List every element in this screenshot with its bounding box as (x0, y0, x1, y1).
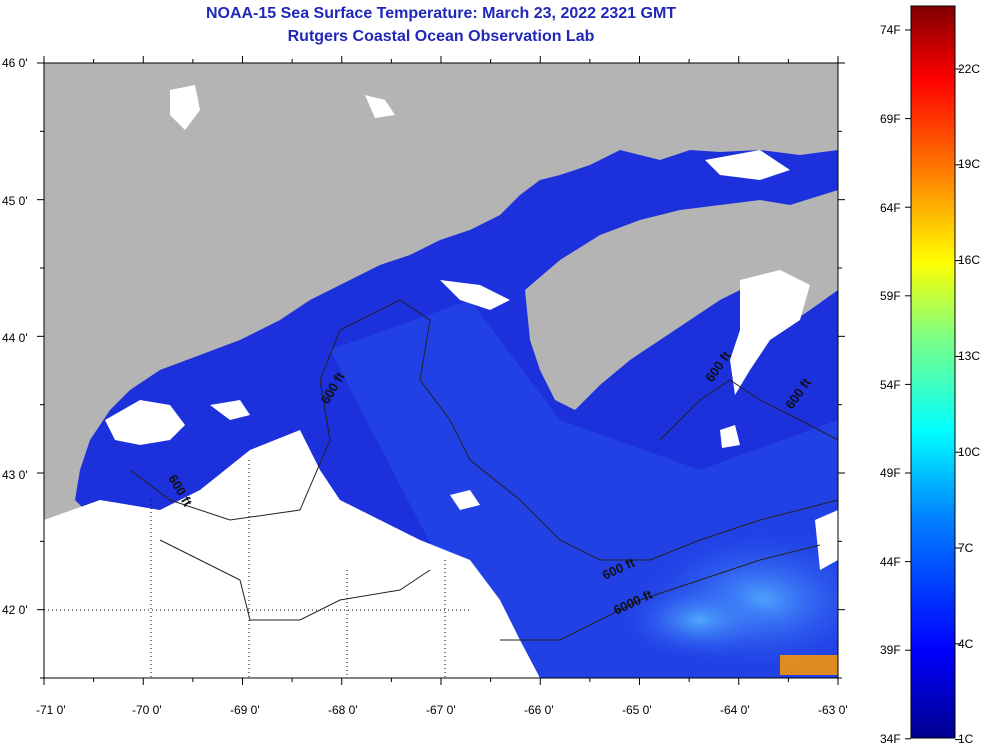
lat-label: 42 0' (2, 603, 28, 617)
colorbar-c-label: 16C (958, 253, 980, 267)
colorbar-f-label: 44F (880, 555, 901, 569)
lon-label: -68 0' (328, 703, 358, 717)
lon-label: -63 0' (818, 703, 848, 717)
colorbar-f-label: 39F (880, 643, 901, 657)
lon-label: -67 0' (426, 703, 456, 717)
colorbar-c-label: 10C (958, 445, 980, 459)
warm-edge (780, 655, 838, 675)
lon-label: -64 0' (720, 703, 750, 717)
colorbar-f-label: 34F (880, 732, 901, 746)
lon-label: -71 0' (36, 703, 66, 717)
depth-contours (129, 299, 838, 641)
colorbar-f-label: 74F (880, 23, 901, 37)
colorbar-f-label: 64F (880, 201, 901, 215)
map-title: NOAA-15 Sea Surface Temperature: March 2… (205, 5, 677, 22)
lon-label: -69 0' (230, 703, 260, 717)
lat-label: 43 0' (2, 468, 28, 482)
colorbar-f-label: 59F (880, 289, 901, 303)
lat-label: 45 0' (2, 194, 28, 208)
colorbar-f-label: 49F (880, 466, 901, 480)
colorbar-c-label: 13C (958, 349, 980, 363)
colorbar-c-label: 7C (958, 541, 974, 555)
land-nova-scotia (525, 190, 838, 410)
lat-label: 44 0' (2, 331, 28, 345)
lat-label: 46 0' (2, 56, 28, 70)
map-subtitle: Rutgers Coastal Ocean Observation Lab (287, 28, 595, 45)
colorbar-f-label: 69F (880, 112, 901, 126)
land-new-england (44, 63, 838, 678)
colorbar-c-label: 19C (958, 157, 980, 171)
lon-label: -65 0' (622, 703, 652, 717)
lon-label: -70 0' (132, 703, 162, 717)
axis-ticks (37, 56, 845, 685)
colorbar (910, 5, 956, 739)
colorbar-c-label: 22C (958, 62, 980, 76)
colorbar-f-label: 54F (880, 378, 901, 392)
colorbar-c-label: 4C (958, 637, 974, 651)
graticule (44, 460, 470, 678)
lon-label: -66 0' (524, 703, 554, 717)
colorbar-c-label: 1C (958, 732, 974, 746)
cloud-cover (44, 85, 838, 678)
colorbar-ticks (905, 29, 961, 741)
